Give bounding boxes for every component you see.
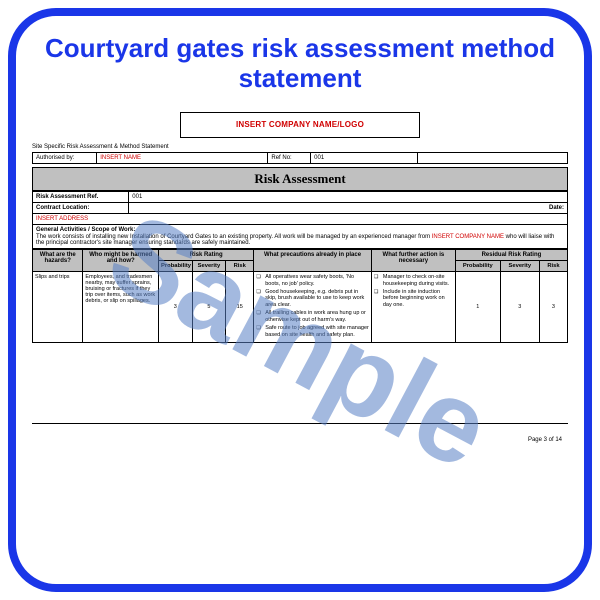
th-residual: Residual Risk Rating: [455, 249, 567, 260]
th-rrisk: Risk: [539, 260, 567, 271]
th-risk: Risk: [226, 260, 254, 271]
cell-rprob: 1: [455, 271, 500, 342]
contract-location-value: INSERT ADDRESS: [33, 213, 568, 224]
date-label: Date:: [549, 205, 564, 211]
document-preview: INSERT COMPANY NAME/LOGO Site Specific R…: [32, 112, 568, 441]
list-item: Include in site induction before beginni…: [383, 289, 453, 310]
footer-rule: [32, 423, 568, 424]
cell-further: Manager to check on-site housekeeping du…: [371, 271, 455, 342]
th-sev: Severity: [192, 260, 226, 271]
meta-spacer: [418, 152, 568, 163]
th-precautions: What precautions already in place: [254, 249, 372, 271]
scope-b: INSERT COMPANY NAME: [432, 234, 504, 240]
cell-who: Employees, and tradesmen nearby, may suf…: [83, 271, 159, 342]
cell-hazard: Slips and trips: [33, 271, 83, 342]
cell-rsev: 3: [500, 271, 539, 342]
th-who: Who might be harmed and how?: [83, 249, 159, 271]
th-rprob: Probability: [455, 260, 500, 271]
list-item: Good housekeeping, e.g. debris put in sk…: [265, 289, 369, 310]
cell-rrisk: 3: [539, 271, 567, 342]
scope-text: The work consists of installing new Inst…: [33, 233, 568, 249]
list-item: All operatives wear safety boots, 'No bo…: [265, 274, 369, 288]
cell-risk: 15: [226, 271, 254, 342]
page-title: Courtyard gates risk assessment method s…: [32, 34, 568, 94]
doc-type-line: Site Specific Risk Assessment & Method S…: [32, 144, 568, 150]
cell-prob: 3: [159, 271, 193, 342]
table-row: Slips and trips Employees, and tradesmen…: [33, 271, 568, 342]
document-frame: Courtyard gates risk assessment method s…: [8, 8, 592, 592]
authorised-by-value: INSERT NAME: [97, 152, 268, 163]
th-further: What further action is necessary: [371, 249, 455, 271]
page-footer: Page 3 of 14: [26, 437, 562, 443]
th-risk-rating: Risk Rating: [159, 249, 254, 260]
cell-precautions: All operatives wear safety boots, 'No bo…: [254, 271, 372, 342]
contract-location-label: Contract Location:: [33, 202, 129, 213]
ref-no-value: 001: [311, 152, 418, 163]
logo-placeholder: INSERT COMPANY NAME/LOGO: [180, 112, 420, 138]
risk-ref-value: 001: [129, 191, 568, 202]
list-item: Safe route to job agreed with site manag…: [265, 325, 369, 339]
cell-sev: 5: [192, 271, 226, 342]
th-hazards: What are the hazards?: [33, 249, 83, 271]
list-item: All trailing cables in work area hung up…: [265, 310, 369, 324]
th-prob: Probability: [159, 260, 193, 271]
th-rsev: Severity: [500, 260, 539, 271]
info-table: Risk Assessment Ref. 001 Contract Locati…: [32, 191, 568, 249]
risk-ref-label: Risk Assessment Ref.: [33, 191, 129, 202]
meta-table: Authorised by: INSERT NAME Ref No: 001: [32, 152, 568, 164]
scope-label: General Activities / Scope of Work:: [33, 224, 568, 233]
document-area: INSERT COMPANY NAME/LOGO Site Specific R…: [32, 112, 568, 552]
list-item: Manager to check on-site housekeeping du…: [383, 274, 453, 288]
risk-table: What are the hazards? Who might be harme…: [32, 249, 568, 343]
authorised-by-label: Authorised by:: [33, 152, 97, 163]
section-title: Risk Assessment: [32, 167, 568, 191]
contract-location-cell: Date:: [129, 202, 568, 213]
ref-no-label: Ref No:: [268, 152, 311, 163]
